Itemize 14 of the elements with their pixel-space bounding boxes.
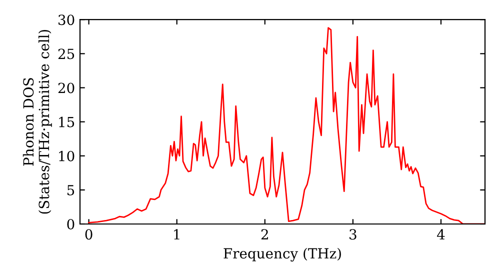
y-tick-label: 10 — [59, 150, 74, 162]
y-tick-label: 20 — [58, 82, 74, 94]
y-tick-label: 0 — [67, 218, 74, 230]
x-axis-title: Frequency (THz) — [224, 248, 341, 262]
x-tick-label: 3 — [350, 229, 356, 240]
x-tick-label: 1 — [174, 229, 180, 240]
y-tick-label: 25 — [58, 48, 74, 60]
y-tick-label: 30 — [58, 14, 74, 26]
y-axis-title: Phonon DOS (States/THz·primitive cell) — [22, 30, 52, 214]
y-tick-label: 15 — [59, 116, 74, 128]
x-tick-label: 0 — [85, 229, 92, 240]
x-tick-label: 2 — [261, 229, 268, 240]
x-tick-label: 4 — [436, 229, 445, 240]
y-tick-label: 5 — [67, 185, 74, 196]
